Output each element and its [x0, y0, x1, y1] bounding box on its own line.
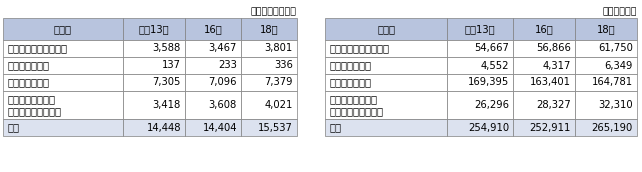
Bar	[575, 74, 637, 91]
Text: 16年: 16年	[535, 24, 553, 34]
Bar	[447, 40, 513, 57]
Text: 3,467: 3,467	[209, 44, 237, 53]
Text: 映像等情報制作に
附帯するサービス業: 映像等情報制作に 附帯するサービス業	[8, 94, 62, 116]
Bar	[447, 18, 513, 40]
Bar	[575, 91, 637, 119]
Bar	[241, 119, 297, 136]
Text: 3,801: 3,801	[265, 44, 293, 53]
Bar	[123, 119, 185, 136]
Text: 18年: 18年	[596, 24, 615, 34]
Text: 254,910: 254,910	[468, 122, 509, 132]
Text: 7,305: 7,305	[153, 78, 181, 88]
Bar	[3, 91, 123, 119]
Text: 音声情報制作業: 音声情報制作業	[330, 61, 372, 71]
Bar	[513, 91, 575, 119]
Text: 15,537: 15,537	[258, 122, 293, 132]
Text: 6,349: 6,349	[605, 61, 633, 71]
Text: 252,911: 252,911	[530, 122, 571, 132]
Bar	[325, 18, 447, 40]
Bar	[325, 40, 447, 57]
Bar	[513, 57, 575, 74]
Text: 従業員: 従業員	[377, 24, 395, 34]
Text: 169,395: 169,395	[468, 78, 509, 88]
Text: 163,401: 163,401	[530, 78, 571, 88]
Bar	[325, 74, 447, 91]
Bar	[447, 57, 513, 74]
Text: 54,667: 54,667	[474, 44, 509, 53]
Bar	[325, 57, 447, 74]
Bar	[325, 119, 447, 136]
Bar	[513, 40, 575, 57]
Bar	[241, 74, 297, 91]
Bar	[575, 119, 637, 136]
Bar	[241, 91, 297, 119]
Bar	[123, 40, 185, 57]
Bar	[513, 18, 575, 40]
Text: 336: 336	[274, 61, 293, 71]
Text: 映像情報制作・配給業: 映像情報制作・配給業	[330, 44, 390, 53]
Text: 事業所: 事業所	[54, 24, 72, 34]
Bar	[123, 74, 185, 91]
Bar	[185, 40, 241, 57]
Text: 18年: 18年	[259, 24, 279, 34]
Text: 14,448: 14,448	[146, 122, 181, 132]
Bar	[123, 91, 185, 119]
Text: 233: 233	[218, 61, 237, 71]
Bar	[447, 119, 513, 136]
Text: 3,588: 3,588	[153, 44, 181, 53]
Text: 新聞業・出版業: 新聞業・出版業	[8, 78, 50, 88]
Text: （単位：事業所）: （単位：事業所）	[251, 7, 297, 16]
Bar	[241, 57, 297, 74]
Text: 3,418: 3,418	[153, 100, 181, 110]
Bar	[185, 57, 241, 74]
Text: 合計: 合計	[330, 122, 342, 132]
Text: 3,608: 3,608	[209, 100, 237, 110]
Text: 4,552: 4,552	[480, 61, 509, 71]
Text: 4,317: 4,317	[542, 61, 571, 71]
Bar	[241, 18, 297, 40]
Text: 14,404: 14,404	[202, 122, 237, 132]
Text: 56,866: 56,866	[536, 44, 571, 53]
Text: 16年: 16年	[204, 24, 222, 34]
Bar	[241, 40, 297, 57]
Bar	[447, 74, 513, 91]
Bar	[3, 18, 123, 40]
Text: 4,021: 4,021	[265, 100, 293, 110]
Bar	[185, 18, 241, 40]
Bar	[575, 40, 637, 57]
Text: 164,781: 164,781	[592, 78, 633, 88]
Text: 映像等情報制作に
附帯するサービス業: 映像等情報制作に 附帯するサービス業	[330, 94, 384, 116]
Bar	[185, 91, 241, 119]
Bar	[3, 40, 123, 57]
Bar	[513, 74, 575, 91]
Text: 音声情報制作業: 音声情報制作業	[8, 61, 50, 71]
Bar	[3, 57, 123, 74]
Bar	[185, 74, 241, 91]
Bar	[513, 119, 575, 136]
Bar	[575, 57, 637, 74]
Text: 平成13年: 平成13年	[465, 24, 496, 34]
Text: 32,310: 32,310	[598, 100, 633, 110]
Text: 137: 137	[162, 61, 181, 71]
Text: （単位：人）: （単位：人）	[602, 7, 637, 16]
Text: 平成13年: 平成13年	[139, 24, 169, 34]
Text: 28,327: 28,327	[536, 100, 571, 110]
Text: 265,190: 265,190	[592, 122, 633, 132]
Text: 7,096: 7,096	[209, 78, 237, 88]
Bar	[575, 18, 637, 40]
Bar	[123, 18, 185, 40]
Bar	[185, 119, 241, 136]
Bar	[325, 91, 447, 119]
Bar	[123, 57, 185, 74]
Text: 61,750: 61,750	[598, 44, 633, 53]
Bar	[3, 74, 123, 91]
Text: 合計: 合計	[8, 122, 20, 132]
Text: 7,379: 7,379	[265, 78, 293, 88]
Text: 新聞業・出版業: 新聞業・出版業	[330, 78, 372, 88]
Bar	[447, 91, 513, 119]
Text: 26,296: 26,296	[474, 100, 509, 110]
Bar	[3, 119, 123, 136]
Text: 映像情報制作・配給業: 映像情報制作・配給業	[8, 44, 68, 53]
